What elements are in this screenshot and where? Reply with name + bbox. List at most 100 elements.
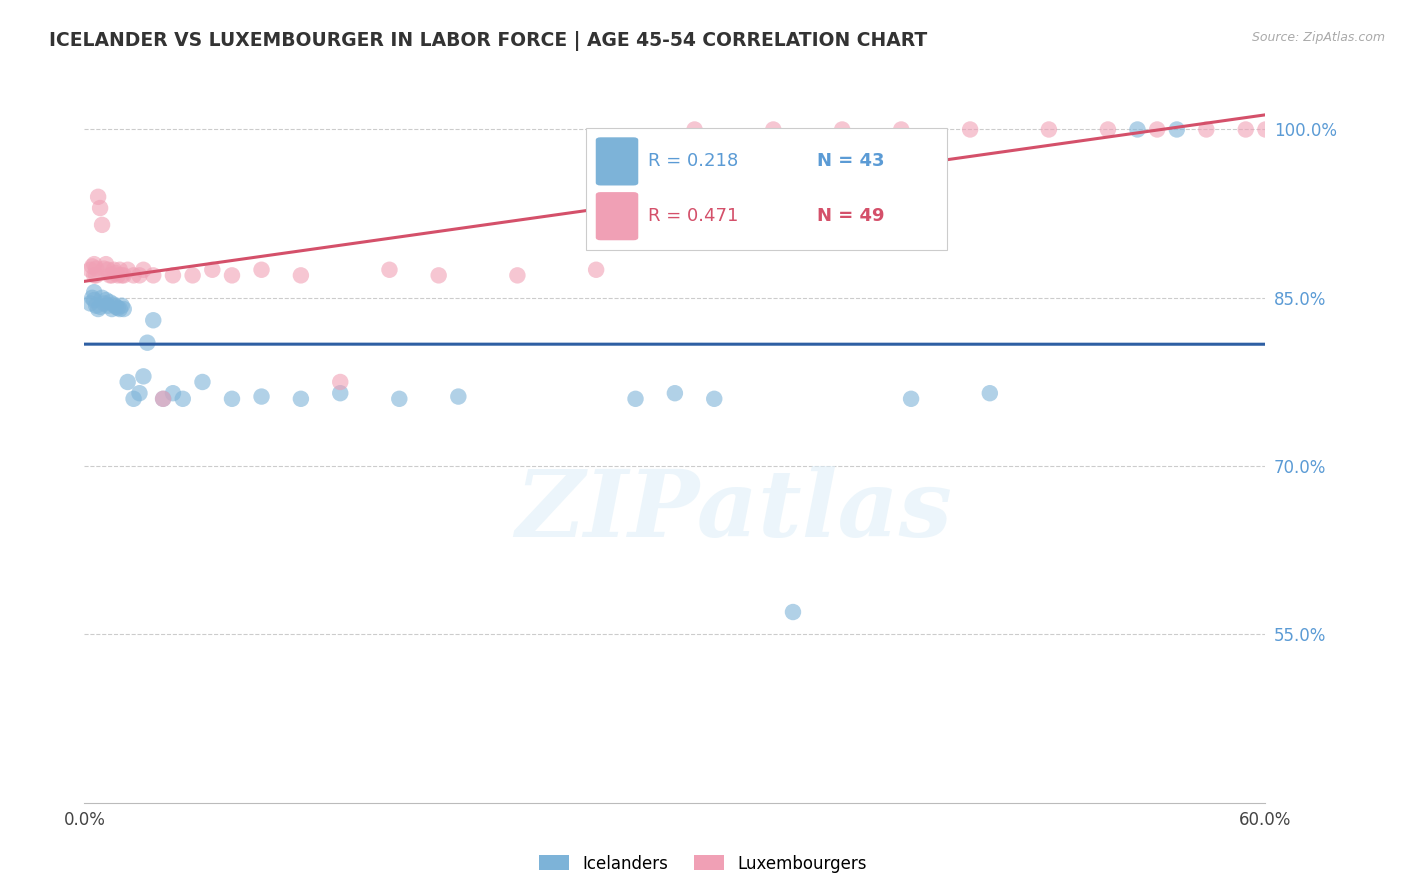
Point — [136, 335, 159, 350]
Point — [101, 268, 124, 283]
Point — [585, 262, 607, 277]
Point — [142, 268, 165, 283]
Point — [89, 300, 111, 314]
Point — [250, 262, 273, 277]
Point — [103, 262, 125, 277]
Point — [87, 301, 110, 316]
Point — [683, 122, 706, 136]
Point — [101, 301, 124, 316]
Point — [84, 299, 107, 313]
FancyBboxPatch shape — [596, 192, 638, 240]
Point — [122, 268, 145, 283]
Point — [900, 392, 922, 406]
Point — [93, 261, 115, 276]
Point — [104, 300, 127, 314]
Point — [97, 262, 120, 277]
Point — [162, 386, 184, 401]
Point — [98, 295, 121, 310]
Point — [831, 122, 853, 136]
Point — [329, 375, 352, 389]
Point — [221, 392, 243, 406]
Point — [447, 390, 470, 404]
Point — [782, 605, 804, 619]
Point — [132, 262, 155, 277]
Point — [82, 260, 104, 274]
Point — [388, 392, 411, 406]
Point — [84, 261, 107, 276]
Point — [93, 296, 115, 310]
Point — [98, 268, 121, 283]
Point — [201, 262, 224, 277]
Text: R = 0.218: R = 0.218 — [648, 153, 738, 170]
Point — [152, 392, 174, 406]
Point — [122, 392, 145, 406]
Point — [329, 386, 352, 401]
Point — [107, 301, 129, 315]
Point — [890, 122, 912, 136]
Point — [221, 268, 243, 283]
Point — [83, 293, 105, 307]
Point — [107, 268, 129, 283]
Point — [103, 297, 125, 311]
Point — [83, 268, 105, 283]
Point — [79, 262, 101, 277]
Point — [624, 392, 647, 406]
Point — [1097, 122, 1119, 136]
Point — [1234, 122, 1257, 136]
Point — [979, 386, 1001, 401]
Text: ICELANDER VS LUXEMBOURGER IN LABOR FORCE | AGE 45-54 CORRELATION CHART: ICELANDER VS LUXEMBOURGER IN LABOR FORCE… — [49, 31, 928, 51]
Point — [762, 122, 785, 136]
Point — [1254, 122, 1277, 136]
Text: Source: ZipAtlas.com: Source: ZipAtlas.com — [1251, 31, 1385, 45]
Point — [108, 262, 131, 277]
Point — [91, 291, 114, 305]
Point — [1264, 122, 1286, 136]
Point — [108, 301, 131, 316]
FancyBboxPatch shape — [586, 128, 946, 250]
Point — [427, 268, 450, 283]
Point — [87, 190, 110, 204]
Point — [128, 386, 150, 401]
FancyBboxPatch shape — [596, 137, 638, 186]
Point — [79, 296, 101, 310]
Text: ZIPatlas: ZIPatlas — [516, 466, 952, 556]
Point — [84, 268, 107, 283]
Point — [117, 375, 139, 389]
Point — [1166, 122, 1188, 136]
Point — [664, 386, 686, 401]
Text: N = 49: N = 49 — [817, 207, 884, 225]
Point — [506, 268, 529, 283]
Point — [172, 392, 194, 406]
Point — [104, 266, 127, 280]
Point — [290, 268, 312, 283]
Point — [703, 392, 725, 406]
Point — [959, 122, 981, 136]
Point — [1195, 122, 1218, 136]
Text: R = 0.471: R = 0.471 — [648, 207, 738, 225]
Point — [250, 390, 273, 404]
Point — [1038, 122, 1060, 136]
Point — [132, 369, 155, 384]
Point — [378, 262, 401, 277]
Point — [97, 299, 120, 313]
Point — [83, 257, 105, 271]
Point — [82, 291, 104, 305]
Point — [83, 285, 105, 300]
Point — [142, 313, 165, 327]
Point — [128, 268, 150, 283]
Point — [1126, 122, 1149, 136]
Point — [112, 301, 135, 316]
Point — [117, 262, 139, 277]
Point — [91, 218, 114, 232]
Text: N = 43: N = 43 — [817, 153, 884, 170]
Point — [152, 392, 174, 406]
Point — [94, 257, 117, 271]
Point — [1146, 122, 1168, 136]
Legend: Icelanders, Luxembourgers: Icelanders, Luxembourgers — [533, 848, 873, 880]
Point — [94, 293, 117, 307]
Point — [89, 201, 111, 215]
Point — [111, 299, 134, 313]
Point — [162, 268, 184, 283]
Point — [181, 268, 204, 283]
Point — [290, 392, 312, 406]
